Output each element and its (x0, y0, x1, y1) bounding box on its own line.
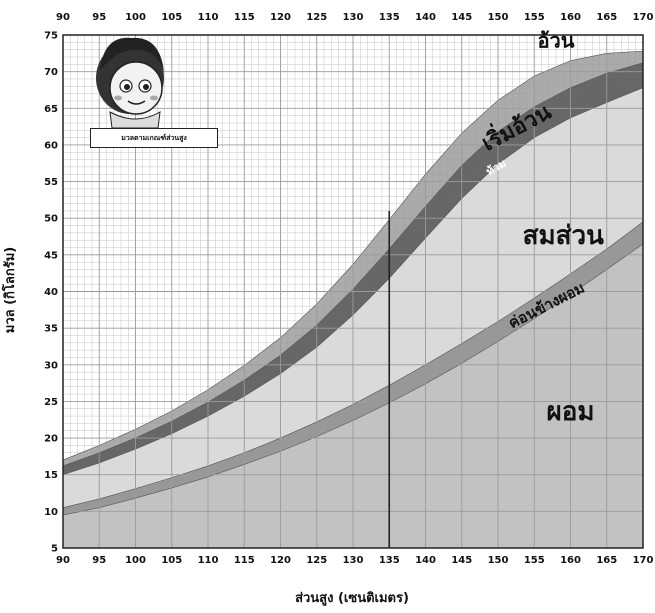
zone-label: สมส่วน (523, 221, 604, 251)
x-tick-label-top: 160 (560, 12, 581, 23)
plot-border (62, 34, 644, 549)
y-tick-label: 10 (44, 507, 58, 518)
y-tick-label: 15 (44, 470, 58, 481)
y-tick-label: 55 (44, 177, 58, 188)
y-tick-label: 65 (44, 104, 58, 115)
y-tick-label: 5 (51, 544, 58, 555)
x-tick-label-bottom: 100 (125, 555, 146, 566)
y-tick-label: 20 (44, 434, 58, 445)
x-tick-label-bottom: 130 (343, 555, 364, 566)
x-tick-label-bottom: 125 (306, 555, 327, 566)
x-tick-label-bottom: 165 (596, 555, 617, 566)
x-tick-label-bottom: 120 (270, 555, 291, 566)
x-tick-label-top: 90 (56, 12, 70, 23)
x-tick-label-bottom: 170 (633, 555, 654, 566)
y-tick-label: 50 (44, 214, 58, 225)
cartoon-girl-illustration (96, 37, 164, 129)
y-tick-label: 30 (44, 360, 58, 371)
y-tick-label: 70 (44, 67, 58, 78)
x-tick-label-bottom: 155 (524, 555, 545, 566)
plot-frame (62, 34, 644, 549)
x-tick-label-bottom: 95 (92, 555, 106, 566)
chart-caption-box: มวลตามเกณฑ์ส่วนสูง (90, 128, 218, 148)
x-tick-label-top: 170 (633, 12, 654, 23)
x-tick-label-bottom: 140 (415, 555, 436, 566)
x-tick-label-bottom: 90 (56, 555, 70, 566)
x-tick-label-top: 95 (92, 12, 106, 23)
x-tick-label-top: 100 (125, 12, 146, 23)
y-tick-label: 45 (44, 250, 58, 261)
x-tick-label-bottom: 115 (234, 555, 255, 566)
y-tick-label: 60 (44, 140, 58, 151)
x-tick-label-bottom: 145 (451, 555, 472, 566)
zone-label: ผอม (547, 397, 595, 427)
x-tick-label-bottom: 150 (488, 555, 509, 566)
y-tick-label: 35 (44, 324, 58, 335)
x-tick-label-top: 135 (379, 12, 400, 23)
zone-label: อ้วน (538, 28, 575, 52)
x-tick-label-top: 130 (343, 12, 364, 23)
y-tick-label: 75 (44, 31, 58, 42)
x-axis-title: ส่วนสูง (เซนติเมตร) (295, 591, 409, 606)
x-tick-label-bottom: 160 (560, 555, 581, 566)
x-tick-label-bottom: 105 (161, 555, 182, 566)
x-tick-label-bottom: 110 (198, 555, 219, 566)
x-tick-label-top: 145 (451, 12, 472, 23)
x-tick-label-top: 155 (524, 12, 545, 23)
y-axis-title: มวล (กิโลกรัม) (1, 247, 18, 334)
x-tick-label-top: 150 (488, 12, 509, 23)
x-tick-label-top: 115 (234, 12, 255, 23)
x-tick-label-top: 125 (306, 12, 327, 23)
x-tick-label-top: 120 (270, 12, 291, 23)
y-tick-label: 25 (44, 397, 58, 408)
x-tick-label-top: 110 (198, 12, 219, 23)
x-tick-label-top: 165 (596, 12, 617, 23)
x-tick-label-bottom: 135 (379, 555, 400, 566)
x-tick-label-top: 140 (415, 12, 436, 23)
y-tick-label: 40 (44, 287, 58, 298)
axis-ticks: 9090959510010010510511011011511512012012… (44, 12, 653, 566)
x-tick-label-top: 105 (161, 12, 182, 23)
